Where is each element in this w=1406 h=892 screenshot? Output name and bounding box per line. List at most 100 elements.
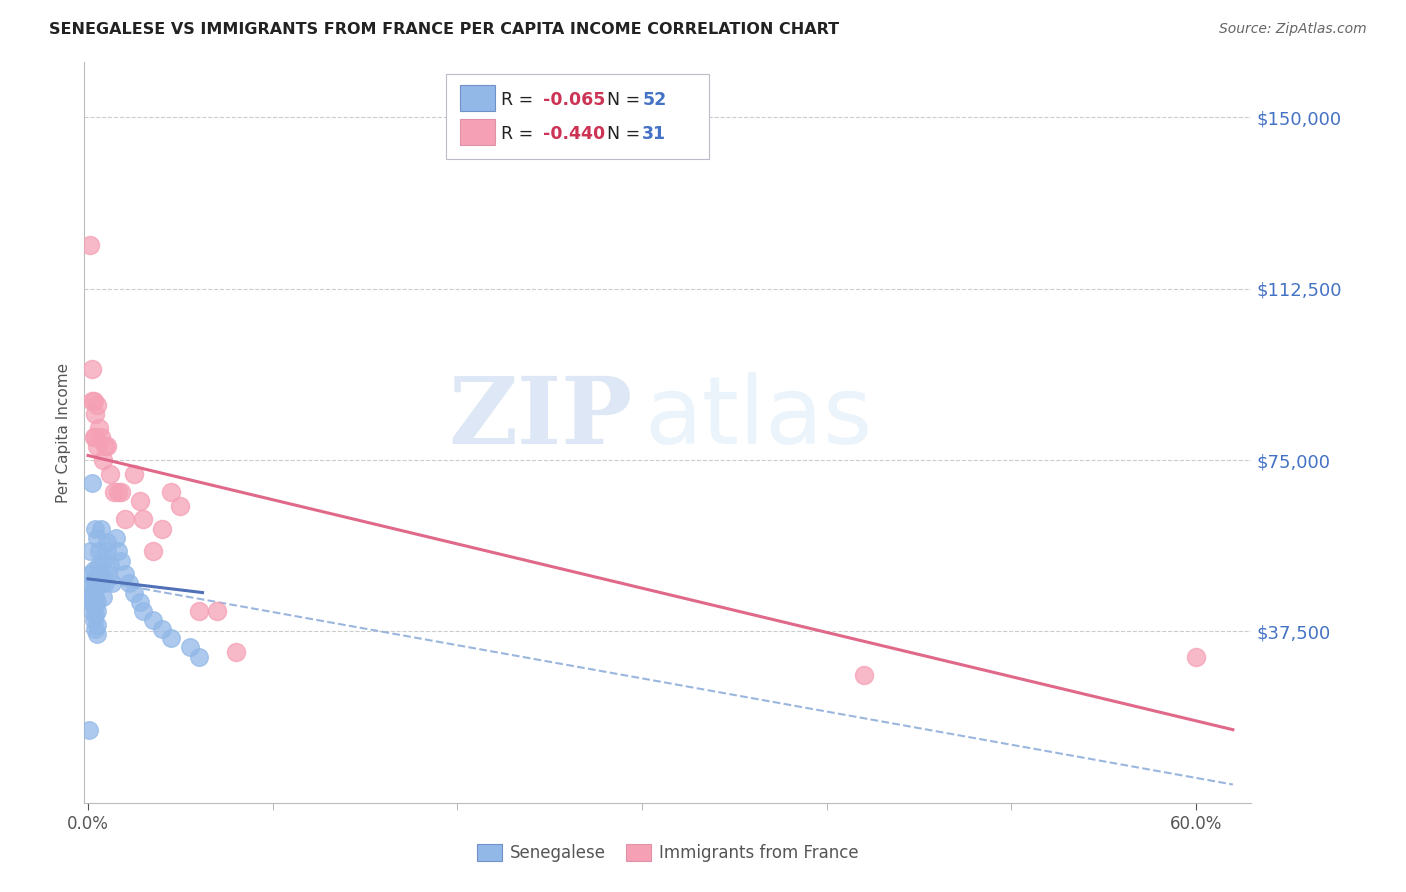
Point — [86, 626, 108, 640]
Point — [98, 558, 121, 573]
Point — [98, 467, 121, 481]
Text: Source: ZipAtlas.com: Source: ZipAtlas.com — [1219, 22, 1367, 37]
Point — [132, 512, 155, 526]
FancyBboxPatch shape — [460, 119, 495, 145]
Point — [79, 544, 101, 558]
Point — [83, 393, 105, 408]
Point — [179, 640, 201, 655]
Point — [83, 430, 105, 444]
Point — [84, 430, 107, 444]
Point — [187, 604, 209, 618]
Point — [122, 585, 145, 599]
Y-axis label: Per Capita Income: Per Capita Income — [56, 362, 72, 503]
Point — [80, 361, 103, 376]
Point — [103, 485, 125, 500]
Point — [80, 585, 103, 599]
Point — [89, 558, 111, 573]
Point — [114, 567, 136, 582]
Point — [169, 499, 191, 513]
Point — [93, 576, 115, 591]
Point — [86, 595, 108, 609]
Text: -0.065: -0.065 — [543, 91, 606, 109]
Point — [96, 439, 118, 453]
Point — [84, 590, 107, 604]
Point — [90, 522, 112, 536]
Point — [225, 645, 247, 659]
FancyBboxPatch shape — [446, 73, 709, 159]
Point — [86, 531, 108, 545]
Point — [80, 604, 103, 618]
Point — [97, 567, 120, 582]
Point — [86, 617, 108, 632]
Point — [79, 567, 101, 582]
Text: atlas: atlas — [644, 372, 873, 464]
Point — [150, 522, 173, 536]
Point — [110, 485, 132, 500]
Point — [107, 544, 129, 558]
Point — [83, 590, 105, 604]
Point — [89, 544, 111, 558]
Point — [83, 563, 105, 577]
Text: R =: R = — [501, 91, 538, 109]
Point — [86, 398, 108, 412]
Point — [90, 430, 112, 444]
Point — [96, 544, 118, 558]
Point — [104, 531, 127, 545]
Point — [91, 590, 114, 604]
Point — [150, 622, 173, 636]
Text: SENEGALESE VS IMMIGRANTS FROM FRANCE PER CAPITA INCOME CORRELATION CHART: SENEGALESE VS IMMIGRANTS FROM FRANCE PER… — [49, 22, 839, 37]
Point — [80, 393, 103, 408]
Text: 52: 52 — [643, 91, 666, 109]
Point — [80, 576, 103, 591]
Point — [84, 622, 107, 636]
Point — [110, 553, 132, 567]
Text: -0.440: -0.440 — [543, 125, 605, 143]
Point — [83, 599, 105, 614]
FancyBboxPatch shape — [460, 85, 495, 112]
Point — [128, 595, 150, 609]
Point — [84, 581, 107, 595]
Point — [83, 581, 105, 595]
Text: 31: 31 — [643, 125, 666, 143]
Point — [142, 613, 165, 627]
Point — [128, 494, 150, 508]
Point — [83, 572, 105, 586]
Point — [93, 439, 115, 453]
Text: N =: N = — [607, 125, 645, 143]
Point — [91, 453, 114, 467]
Point — [84, 408, 107, 422]
Legend: Senegalese, Immigrants from France: Senegalese, Immigrants from France — [470, 837, 866, 869]
Point — [86, 604, 108, 618]
Point — [80, 595, 103, 609]
Point — [89, 567, 111, 582]
Point — [114, 512, 136, 526]
Text: R =: R = — [501, 125, 538, 143]
Point — [80, 590, 103, 604]
Point — [1185, 649, 1208, 664]
Point — [86, 439, 108, 453]
Point — [160, 485, 183, 500]
Text: N =: N = — [607, 91, 645, 109]
Point — [83, 613, 105, 627]
Point — [80, 475, 103, 490]
Point — [79, 238, 101, 252]
Point — [90, 576, 112, 591]
Point — [852, 668, 875, 682]
Point — [160, 632, 183, 646]
Point — [122, 467, 145, 481]
Point — [132, 604, 155, 618]
Point — [96, 535, 118, 549]
Point — [89, 421, 111, 435]
Text: ZIP: ZIP — [449, 373, 633, 463]
Point — [84, 599, 107, 614]
Point — [84, 608, 107, 623]
Point — [142, 544, 165, 558]
Point — [207, 604, 229, 618]
Point — [187, 649, 209, 664]
Point — [118, 576, 141, 591]
Point — [77, 723, 100, 737]
Point — [91, 553, 114, 567]
Point — [101, 576, 124, 591]
Point — [107, 485, 129, 500]
Point — [84, 522, 107, 536]
